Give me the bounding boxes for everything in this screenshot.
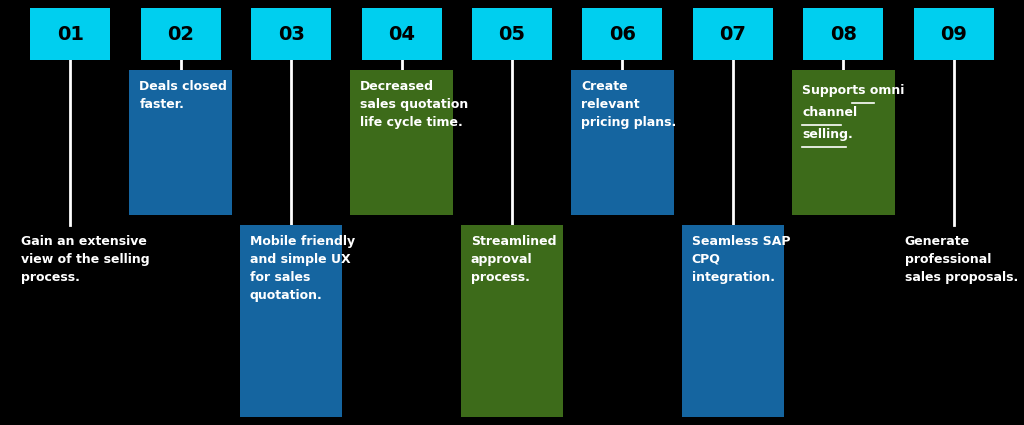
Text: 09: 09 bbox=[940, 25, 968, 43]
Text: Gain an extensive
view of the selling
process.: Gain an extensive view of the selling pr… bbox=[22, 235, 150, 284]
FancyBboxPatch shape bbox=[140, 8, 220, 60]
Text: 01: 01 bbox=[56, 25, 84, 43]
Text: Mobile friendly
and simple UX
for sales
quotation.: Mobile friendly and simple UX for sales … bbox=[250, 235, 355, 302]
Text: Streamlined
approval
process.: Streamlined approval process. bbox=[471, 235, 556, 284]
FancyBboxPatch shape bbox=[31, 8, 111, 60]
Text: Create
relevant
pricing plans.: Create relevant pricing plans. bbox=[582, 80, 677, 129]
FancyBboxPatch shape bbox=[913, 8, 993, 60]
Text: 05: 05 bbox=[499, 25, 525, 43]
FancyBboxPatch shape bbox=[350, 70, 453, 215]
FancyBboxPatch shape bbox=[251, 8, 331, 60]
FancyBboxPatch shape bbox=[129, 70, 231, 215]
Text: 08: 08 bbox=[829, 25, 857, 43]
Text: channel: channel bbox=[802, 106, 857, 119]
FancyBboxPatch shape bbox=[461, 225, 563, 417]
FancyBboxPatch shape bbox=[583, 8, 663, 60]
Text: Generate
professional
sales proposals.: Generate professional sales proposals. bbox=[904, 235, 1018, 284]
Text: selling.: selling. bbox=[802, 128, 853, 141]
Text: 02: 02 bbox=[167, 25, 195, 43]
Text: Decreased
sales quotation
life cycle time.: Decreased sales quotation life cycle tim… bbox=[360, 80, 469, 129]
Text: 04: 04 bbox=[388, 25, 415, 43]
Text: 06: 06 bbox=[609, 25, 636, 43]
FancyBboxPatch shape bbox=[361, 8, 441, 60]
Text: Seamless SAP
CPQ
integration.: Seamless SAP CPQ integration. bbox=[691, 235, 791, 284]
FancyBboxPatch shape bbox=[693, 8, 773, 60]
FancyBboxPatch shape bbox=[804, 8, 884, 60]
FancyBboxPatch shape bbox=[682, 225, 784, 417]
Text: 03: 03 bbox=[278, 25, 304, 43]
FancyBboxPatch shape bbox=[793, 70, 895, 215]
Text: Deals closed
faster.: Deals closed faster. bbox=[139, 80, 227, 111]
Text: Supports omni: Supports omni bbox=[802, 84, 904, 97]
FancyBboxPatch shape bbox=[571, 70, 674, 215]
FancyBboxPatch shape bbox=[240, 225, 342, 417]
Text: 07: 07 bbox=[720, 25, 746, 43]
FancyBboxPatch shape bbox=[472, 8, 552, 60]
